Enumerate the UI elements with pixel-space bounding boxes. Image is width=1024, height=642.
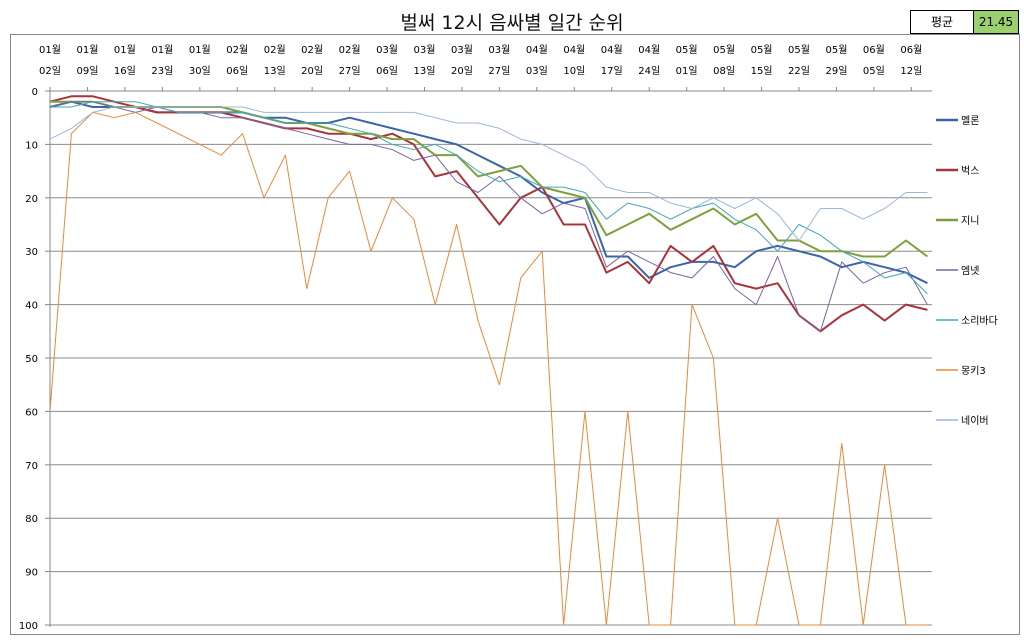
x-tick-label-day: 06일 xyxy=(226,65,248,77)
average-box: 평균 21.45 xyxy=(910,10,1019,34)
x-tick-label-day: 01일 xyxy=(676,65,698,77)
chart-area xyxy=(10,34,1020,635)
x-tick-label-day: 13일 xyxy=(264,65,286,77)
x-tick-label-day: 23일 xyxy=(151,65,173,77)
x-tick-label-month: 01월 xyxy=(39,44,61,56)
average-label: 평균 xyxy=(911,11,974,33)
y-tick-label: 50 xyxy=(25,354,38,365)
legend-label: 엠넷 xyxy=(961,265,979,277)
y-tick-label: 100 xyxy=(19,621,38,632)
x-tick-label-month: 04월 xyxy=(638,44,660,56)
x-tick-label-day: 02일 xyxy=(39,65,61,77)
x-tick-label-month: 05월 xyxy=(676,44,698,56)
legend-label: 지니 xyxy=(961,215,979,227)
series-line-0 xyxy=(49,100,928,285)
y-tick-label: 90 xyxy=(25,568,38,579)
chart-title: 벌써 12시 음싸별 일간 순위 xyxy=(400,12,624,34)
x-tick-label-day: 16일 xyxy=(114,65,136,77)
y-tick-label: 0 xyxy=(32,87,38,98)
series-line-6 xyxy=(49,106,928,241)
x-tick-label-month: 03월 xyxy=(488,44,510,56)
x-tick-label-month: 06월 xyxy=(900,44,922,56)
series-line-3 xyxy=(49,101,928,332)
x-tick-label-month: 03월 xyxy=(376,44,398,56)
x-tick-label-month: 04월 xyxy=(526,44,548,56)
x-tick-label-day: 05일 xyxy=(863,65,885,77)
legend-label: 네이버 xyxy=(961,415,989,427)
x-tick-label-month: 03월 xyxy=(451,44,473,56)
series-line-4 xyxy=(50,101,928,295)
x-tick-label-day: 08일 xyxy=(713,65,735,77)
x-tick-label-month: 01월 xyxy=(76,44,98,56)
x-tick-label-month: 02월 xyxy=(264,44,286,56)
legend-label: 벅스 xyxy=(961,165,979,177)
x-tick-label-month: 05월 xyxy=(751,44,773,56)
x-tick-label-day: 13일 xyxy=(414,65,436,77)
x-tick-label-month: 02월 xyxy=(226,44,248,56)
y-tick-label: 30 xyxy=(25,247,38,258)
x-tick-label-month: 01월 xyxy=(114,44,136,56)
y-tick-label: 70 xyxy=(25,461,38,472)
x-tick-label-day: 24일 xyxy=(638,65,660,77)
x-tick-label-month: 04월 xyxy=(563,44,585,56)
x-tick-label-day: 10일 xyxy=(563,65,585,77)
legend-label: 몽키3 xyxy=(961,365,986,377)
x-tick-label-month: 05월 xyxy=(825,44,847,56)
x-tick-label-day: 12일 xyxy=(900,65,922,77)
x-tick-label-day: 06일 xyxy=(376,65,398,77)
x-tick-label-month: 05월 xyxy=(788,44,810,56)
x-tick-label-day: 09일 xyxy=(76,65,98,77)
x-tick-label-day: 20일 xyxy=(301,65,323,77)
x-tick-label-day: 29일 xyxy=(825,65,847,77)
legend-label: 멜론 xyxy=(961,115,979,127)
y-tick-label: 80 xyxy=(25,514,38,525)
x-tick-label-day: 30일 xyxy=(189,65,211,77)
x-tick-label-day: 22일 xyxy=(788,65,810,77)
x-tick-label-day: 27일 xyxy=(339,65,361,77)
x-tick-label-month: 04월 xyxy=(601,44,623,56)
y-tick-label: 20 xyxy=(25,194,38,205)
x-tick-label-day: 15일 xyxy=(751,65,773,77)
x-tick-label-month: 01월 xyxy=(151,44,173,56)
y-tick-label: 10 xyxy=(25,140,38,151)
x-tick-label-day: 20일 xyxy=(451,65,473,77)
x-tick-label-month: 02월 xyxy=(339,44,361,56)
legend-label: 소리바다 xyxy=(961,315,998,327)
series-line-2 xyxy=(50,100,928,258)
x-tick-label-month: 06월 xyxy=(863,44,885,56)
x-tick-label-month: 05월 xyxy=(713,44,735,56)
series-line-5 xyxy=(49,111,928,626)
x-tick-label-day: 27일 xyxy=(488,65,510,77)
average-value: 21.45 xyxy=(974,11,1018,33)
x-tick-label-month: 01월 xyxy=(189,44,211,56)
y-tick-label: 60 xyxy=(25,407,38,418)
x-tick-label-month: 03월 xyxy=(414,44,436,56)
x-tick-label-day: 17일 xyxy=(601,65,623,77)
series-line-1 xyxy=(49,95,928,333)
x-tick-label-month: 02월 xyxy=(301,44,323,56)
x-tick-label-day: 03일 xyxy=(526,65,548,77)
y-tick-label: 40 xyxy=(25,301,38,312)
